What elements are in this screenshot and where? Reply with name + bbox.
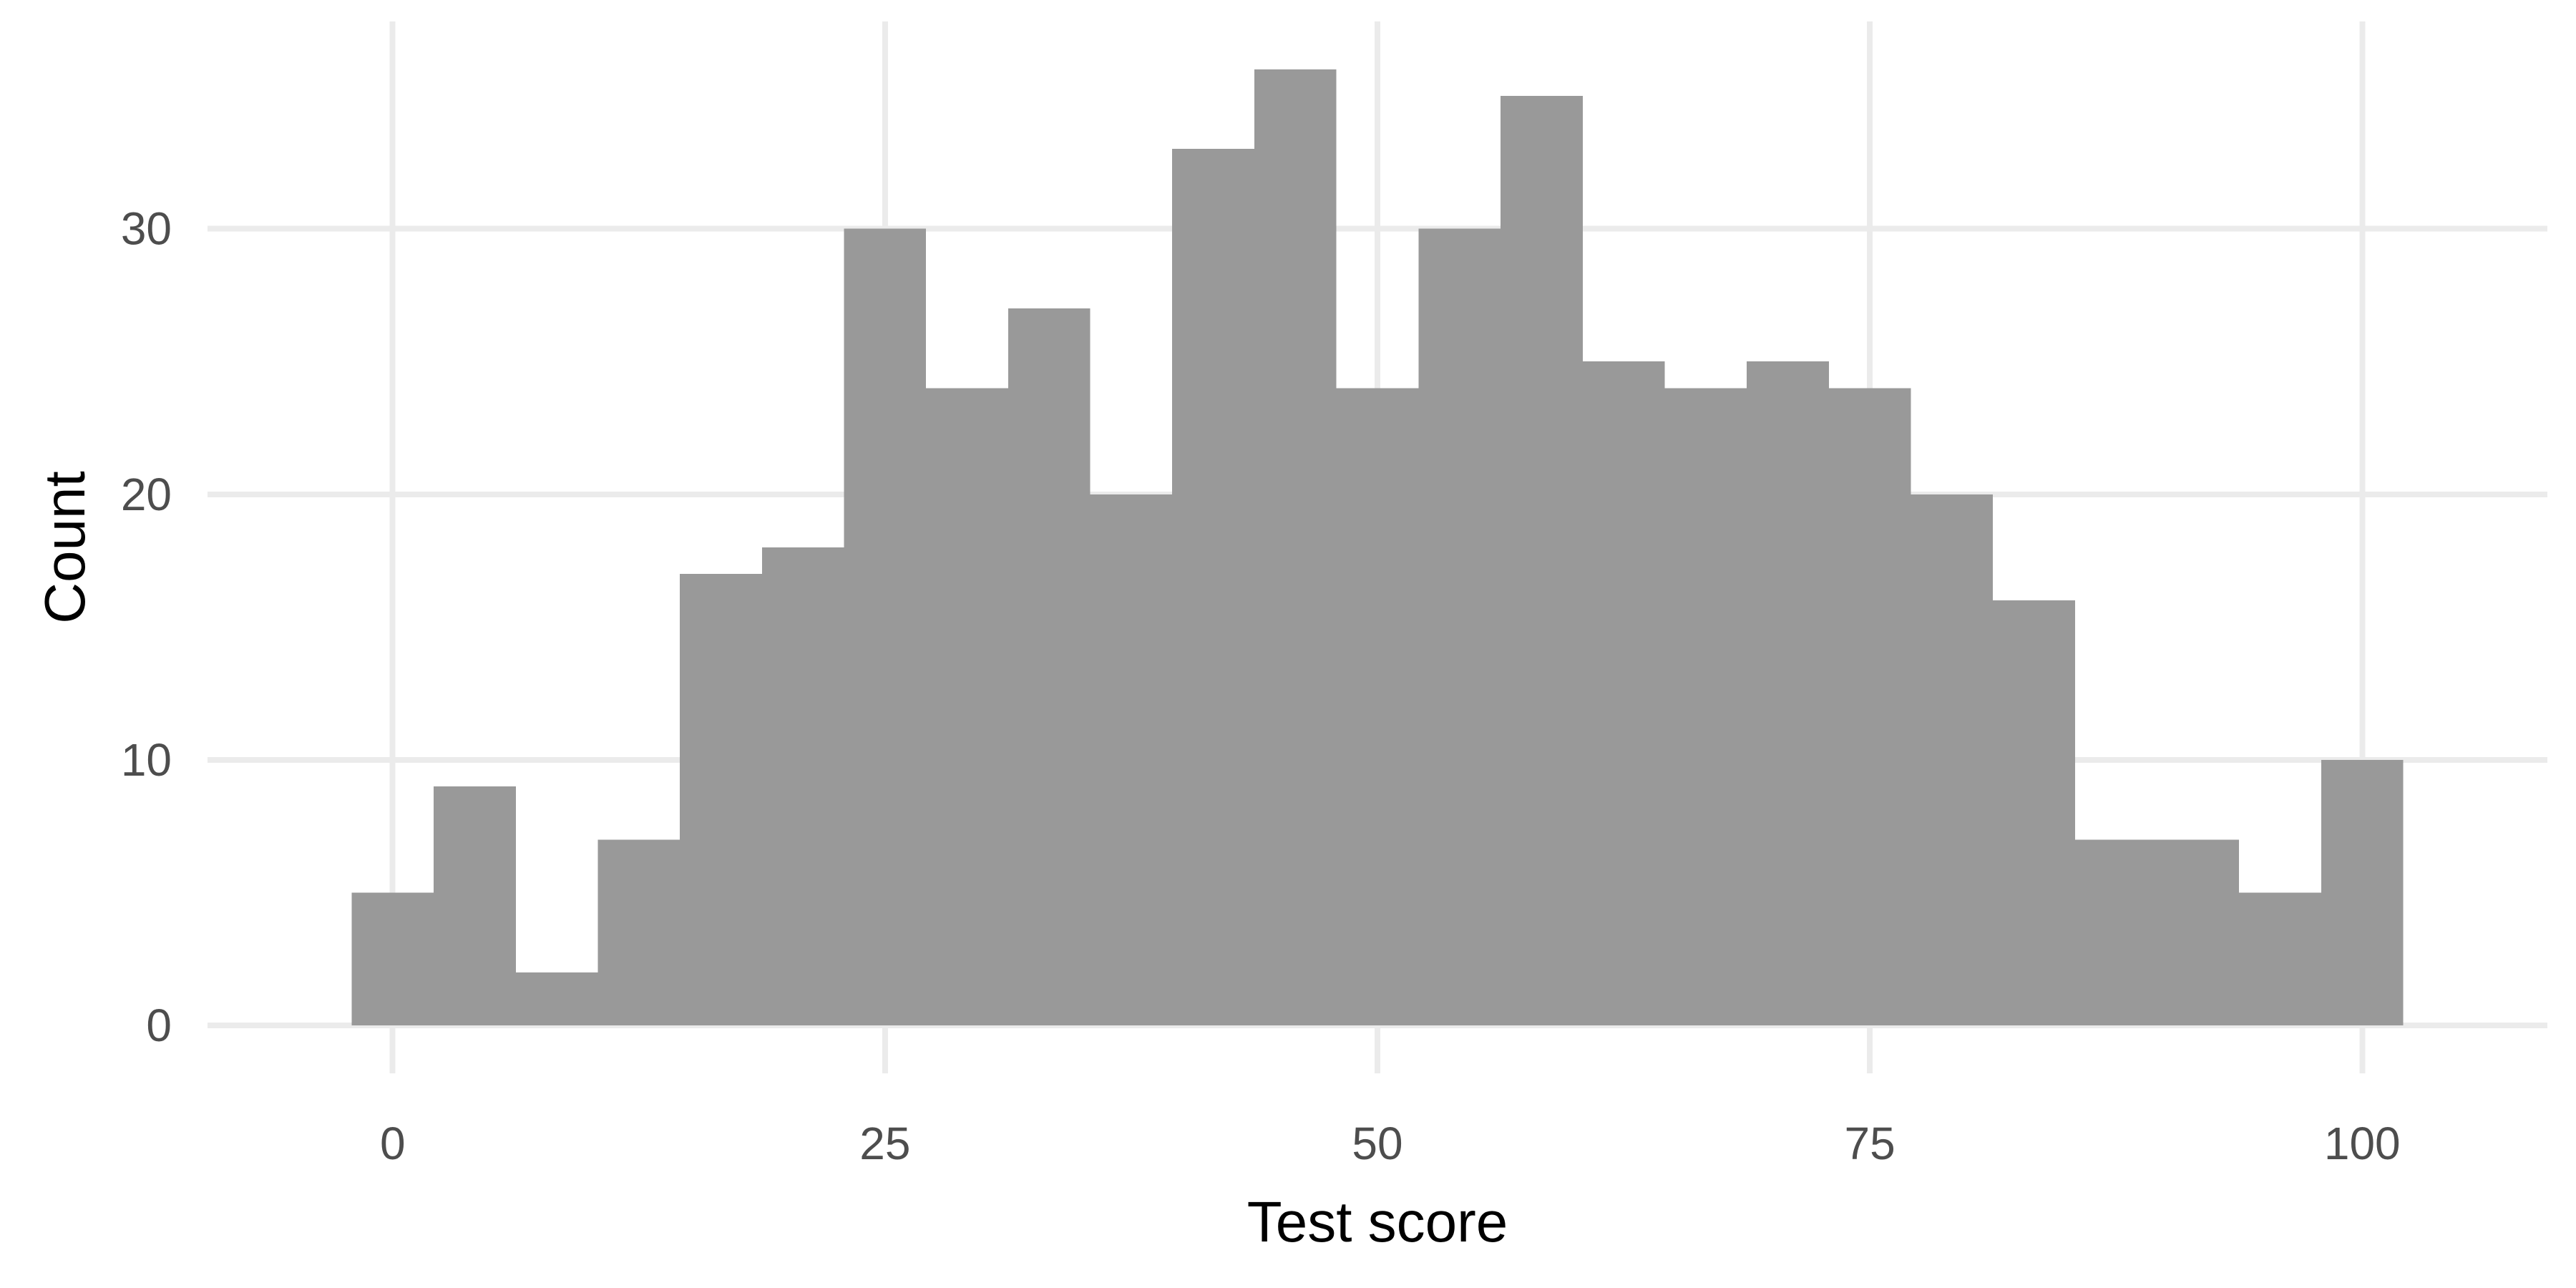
y-tick-label: 30 [121,203,172,255]
histogram-bar [2157,839,2240,1026]
histogram-bar [1008,308,1091,1026]
histogram-bar [2239,892,2322,1026]
histogram-bar [1911,494,1994,1026]
histogram-bar [1501,95,1583,1026]
x-tick-label: 75 [1845,1118,1896,1169]
x-tick-label: 50 [1352,1118,1402,1169]
y-tick-label: 20 [121,469,172,520]
histogram-bar [1336,388,1419,1026]
histogram-bar [761,547,844,1026]
histogram-bar [433,786,516,1026]
histogram-bar [926,388,1008,1026]
y-axis-title: Count [33,471,97,623]
histogram-bar [1828,388,1911,1026]
y-tick-label: 0 [146,1000,172,1051]
histogram-bar [680,574,762,1026]
x-axis-title: Test score [1247,1190,1508,1254]
histogram-bar [1747,361,1829,1026]
tick-label-layer: 0 10 20 30 0 25 50 75 100 [121,203,2401,1169]
histogram-bar [515,972,598,1026]
histogram-bar [844,228,927,1026]
histogram-bar [1993,600,2075,1026]
histogram-bar [1254,69,1337,1026]
x-tick-label: 100 [2324,1118,2401,1169]
x-tick-label: 0 [380,1118,406,1169]
histogram-bar [1664,388,1747,1026]
histogram-bar [597,839,680,1026]
histogram-bar [2074,839,2157,1026]
histogram-bar [351,892,434,1026]
x-tick-label: 25 [859,1118,910,1169]
histogram-bar [1418,228,1501,1026]
histogram-bar [1582,361,1665,1026]
histogram-bar [1172,149,1254,1026]
y-tick-label: 10 [121,734,172,786]
bar-layer [351,69,2404,1026]
histogram-bar [2321,759,2404,1026]
histogram-bar [1090,494,1173,1026]
